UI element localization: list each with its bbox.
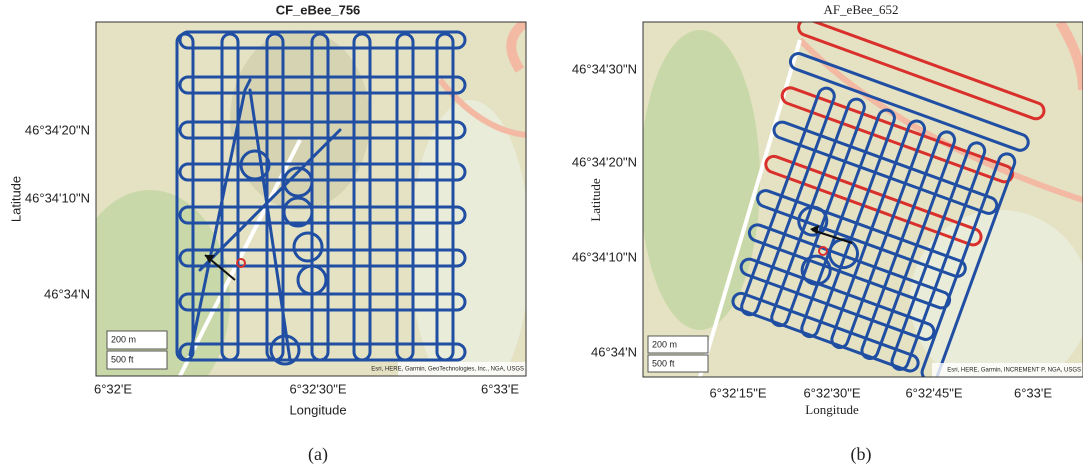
scale-metric: 200 m [652,339,677,349]
x-tick-label: 6°32'E [94,381,132,396]
attribution: Esri, HERE, Garmin, GeoTechnologies, Inc… [371,367,524,373]
figure: 200 m 500 ft Esri, HERE, Garmin, GeoTech… [0,0,1083,474]
x-tick-label: 6°32'15"E [709,385,766,400]
y-tick-label: 46°34'10"N [25,190,90,205]
title: CF_eBee_756 [276,2,361,17]
y-tick-label: 46°34'N [44,286,90,301]
attribution: Esri, HERE, Garmin, INCREMENT P, NGA, US… [947,368,1081,374]
x-tick-label: 6°32'45"E [905,385,962,400]
x-axis-label: Longitude [805,402,859,417]
y-tick-label: 46°34'20"N [572,154,637,169]
x-axis-label: Longitude [289,402,346,417]
x-tick-label: 6°32'30"E [803,385,860,400]
scale-metric: 200 m [111,334,136,344]
y-tick-label: 46°34'30"N [572,61,637,76]
y-tick-label: 46°34'N [591,344,637,359]
x-tick-label: 6°33'E [481,381,519,396]
y-axis-label: Latitude [8,176,23,222]
figure-canvas: 200 m 500 ft Esri, HERE, Garmin, GeoTech… [0,0,1083,474]
scale-imperial: 500 ft [111,354,134,364]
y-tick-label: 46°34'10"N [572,249,637,264]
map-b [640,17,1083,390]
title: AF_eBee_652 [823,2,898,17]
map-a [70,22,530,410]
caption: (a) [308,444,328,465]
scale-imperial: 500 ft [652,358,675,368]
x-tick-label: 6°32'30"E [289,381,346,396]
y-axis-label: Latitude [588,178,603,222]
y-tick-label: 46°34'20"N [25,122,90,137]
caption: (b) [851,444,872,465]
x-tick-label: 6°33'E [1014,385,1052,400]
